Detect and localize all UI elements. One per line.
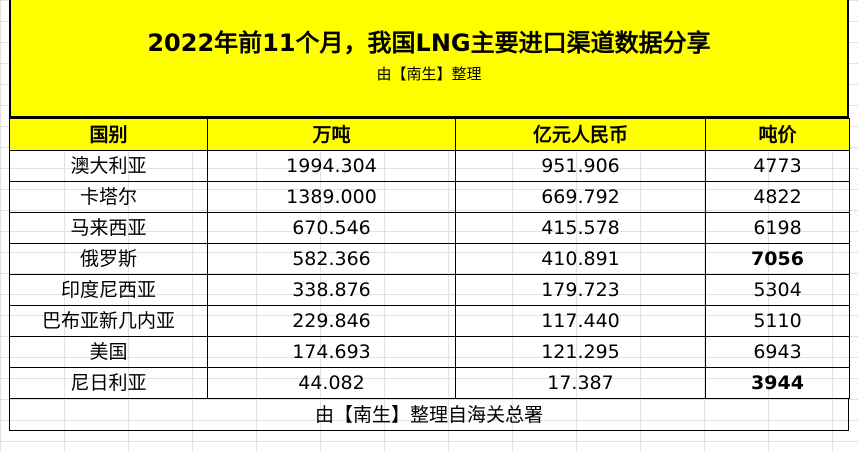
cell-tons[interactable]: 670.546 — [207, 212, 456, 244]
cell-cny[interactable]: 121.295 — [455, 336, 706, 368]
title-block: 2022年前11个月，我国LNG主要进口渠道数据分享 由【南生】整理 — [9, 0, 849, 118]
table-row: 马来西亚 670.546 415.578 6198 — [9, 212, 850, 244]
cell-price[interactable]: 4773 — [705, 150, 850, 182]
cell-cny[interactable]: 179.723 — [455, 274, 706, 306]
header-price[interactable]: 吨价 — [705, 118, 850, 151]
cell-tons[interactable]: 229.846 — [207, 305, 456, 337]
table-row: 巴布亚新几内亚 229.846 117.440 5110 — [9, 305, 850, 337]
cell-price[interactable]: 7056 — [705, 243, 850, 275]
cell-price[interactable]: 3944 — [705, 367, 850, 399]
cell-country[interactable]: 美国 — [9, 336, 208, 368]
table-row: 美国 174.693 121.295 6943 — [9, 336, 850, 368]
table-row: 俄罗斯 582.366 410.891 7056 — [9, 243, 850, 275]
cell-cny[interactable]: 117.440 — [455, 305, 706, 337]
cell-country[interactable]: 俄罗斯 — [9, 243, 208, 275]
header-cny[interactable]: 亿元人民币 — [455, 118, 706, 151]
page-title: 2022年前11个月，我国LNG主要进口渠道数据分享 — [147, 29, 711, 57]
cell-price[interactable]: 4822 — [705, 181, 850, 213]
cell-country[interactable]: 澳大利亚 — [9, 150, 208, 182]
table-header-row: 国别 万吨 亿元人民币 吨价 — [9, 118, 850, 151]
cell-country[interactable]: 马来西亚 — [9, 212, 208, 244]
footer-note: 由【南生】整理自海关总署 — [9, 399, 849, 431]
subtitle: 由【南生】整理 — [376, 65, 482, 83]
cell-tons[interactable]: 44.082 — [207, 367, 456, 399]
cell-country[interactable]: 尼日利亚 — [9, 367, 208, 399]
cell-tons[interactable]: 338.876 — [207, 274, 456, 306]
table-row: 卡塔尔 1389.000 669.792 4822 — [9, 181, 850, 213]
cell-cny[interactable]: 17.387 — [455, 367, 706, 399]
cell-country[interactable]: 巴布亚新几内亚 — [9, 305, 208, 337]
cell-cny[interactable]: 415.578 — [455, 212, 706, 244]
header-tons[interactable]: 万吨 — [207, 118, 456, 151]
header-country[interactable]: 国别 — [9, 118, 208, 151]
cell-country[interactable]: 卡塔尔 — [9, 181, 208, 213]
cell-price[interactable]: 6943 — [705, 336, 850, 368]
cell-tons[interactable]: 174.693 — [207, 336, 456, 368]
cell-tons[interactable]: 582.366 — [207, 243, 456, 275]
table-row: 印度尼西亚 338.876 179.723 5304 — [9, 274, 850, 306]
cell-price[interactable]: 5110 — [705, 305, 850, 337]
data-sheet: 2022年前11个月，我国LNG主要进口渠道数据分享 由【南生】整理 国别 万吨… — [9, 0, 850, 431]
cell-country[interactable]: 印度尼西亚 — [9, 274, 208, 306]
cell-price[interactable]: 6198 — [705, 212, 850, 244]
cell-cny[interactable]: 669.792 — [455, 181, 706, 213]
lng-import-table: 国别 万吨 亿元人民币 吨价 澳大利亚 1994.304 951.906 4773 卡塔… — [9, 118, 850, 399]
table-row: 尼日利亚 44.082 17.387 3944 — [9, 367, 850, 399]
cell-cny[interactable]: 951.906 — [455, 150, 706, 182]
cell-tons[interactable]: 1389.000 — [207, 181, 456, 213]
cell-tons[interactable]: 1994.304 — [207, 150, 456, 182]
cell-cny[interactable]: 410.891 — [455, 243, 706, 275]
table-row: 澳大利亚 1994.304 951.906 4773 — [9, 150, 850, 182]
cell-price[interactable]: 5304 — [705, 274, 850, 306]
